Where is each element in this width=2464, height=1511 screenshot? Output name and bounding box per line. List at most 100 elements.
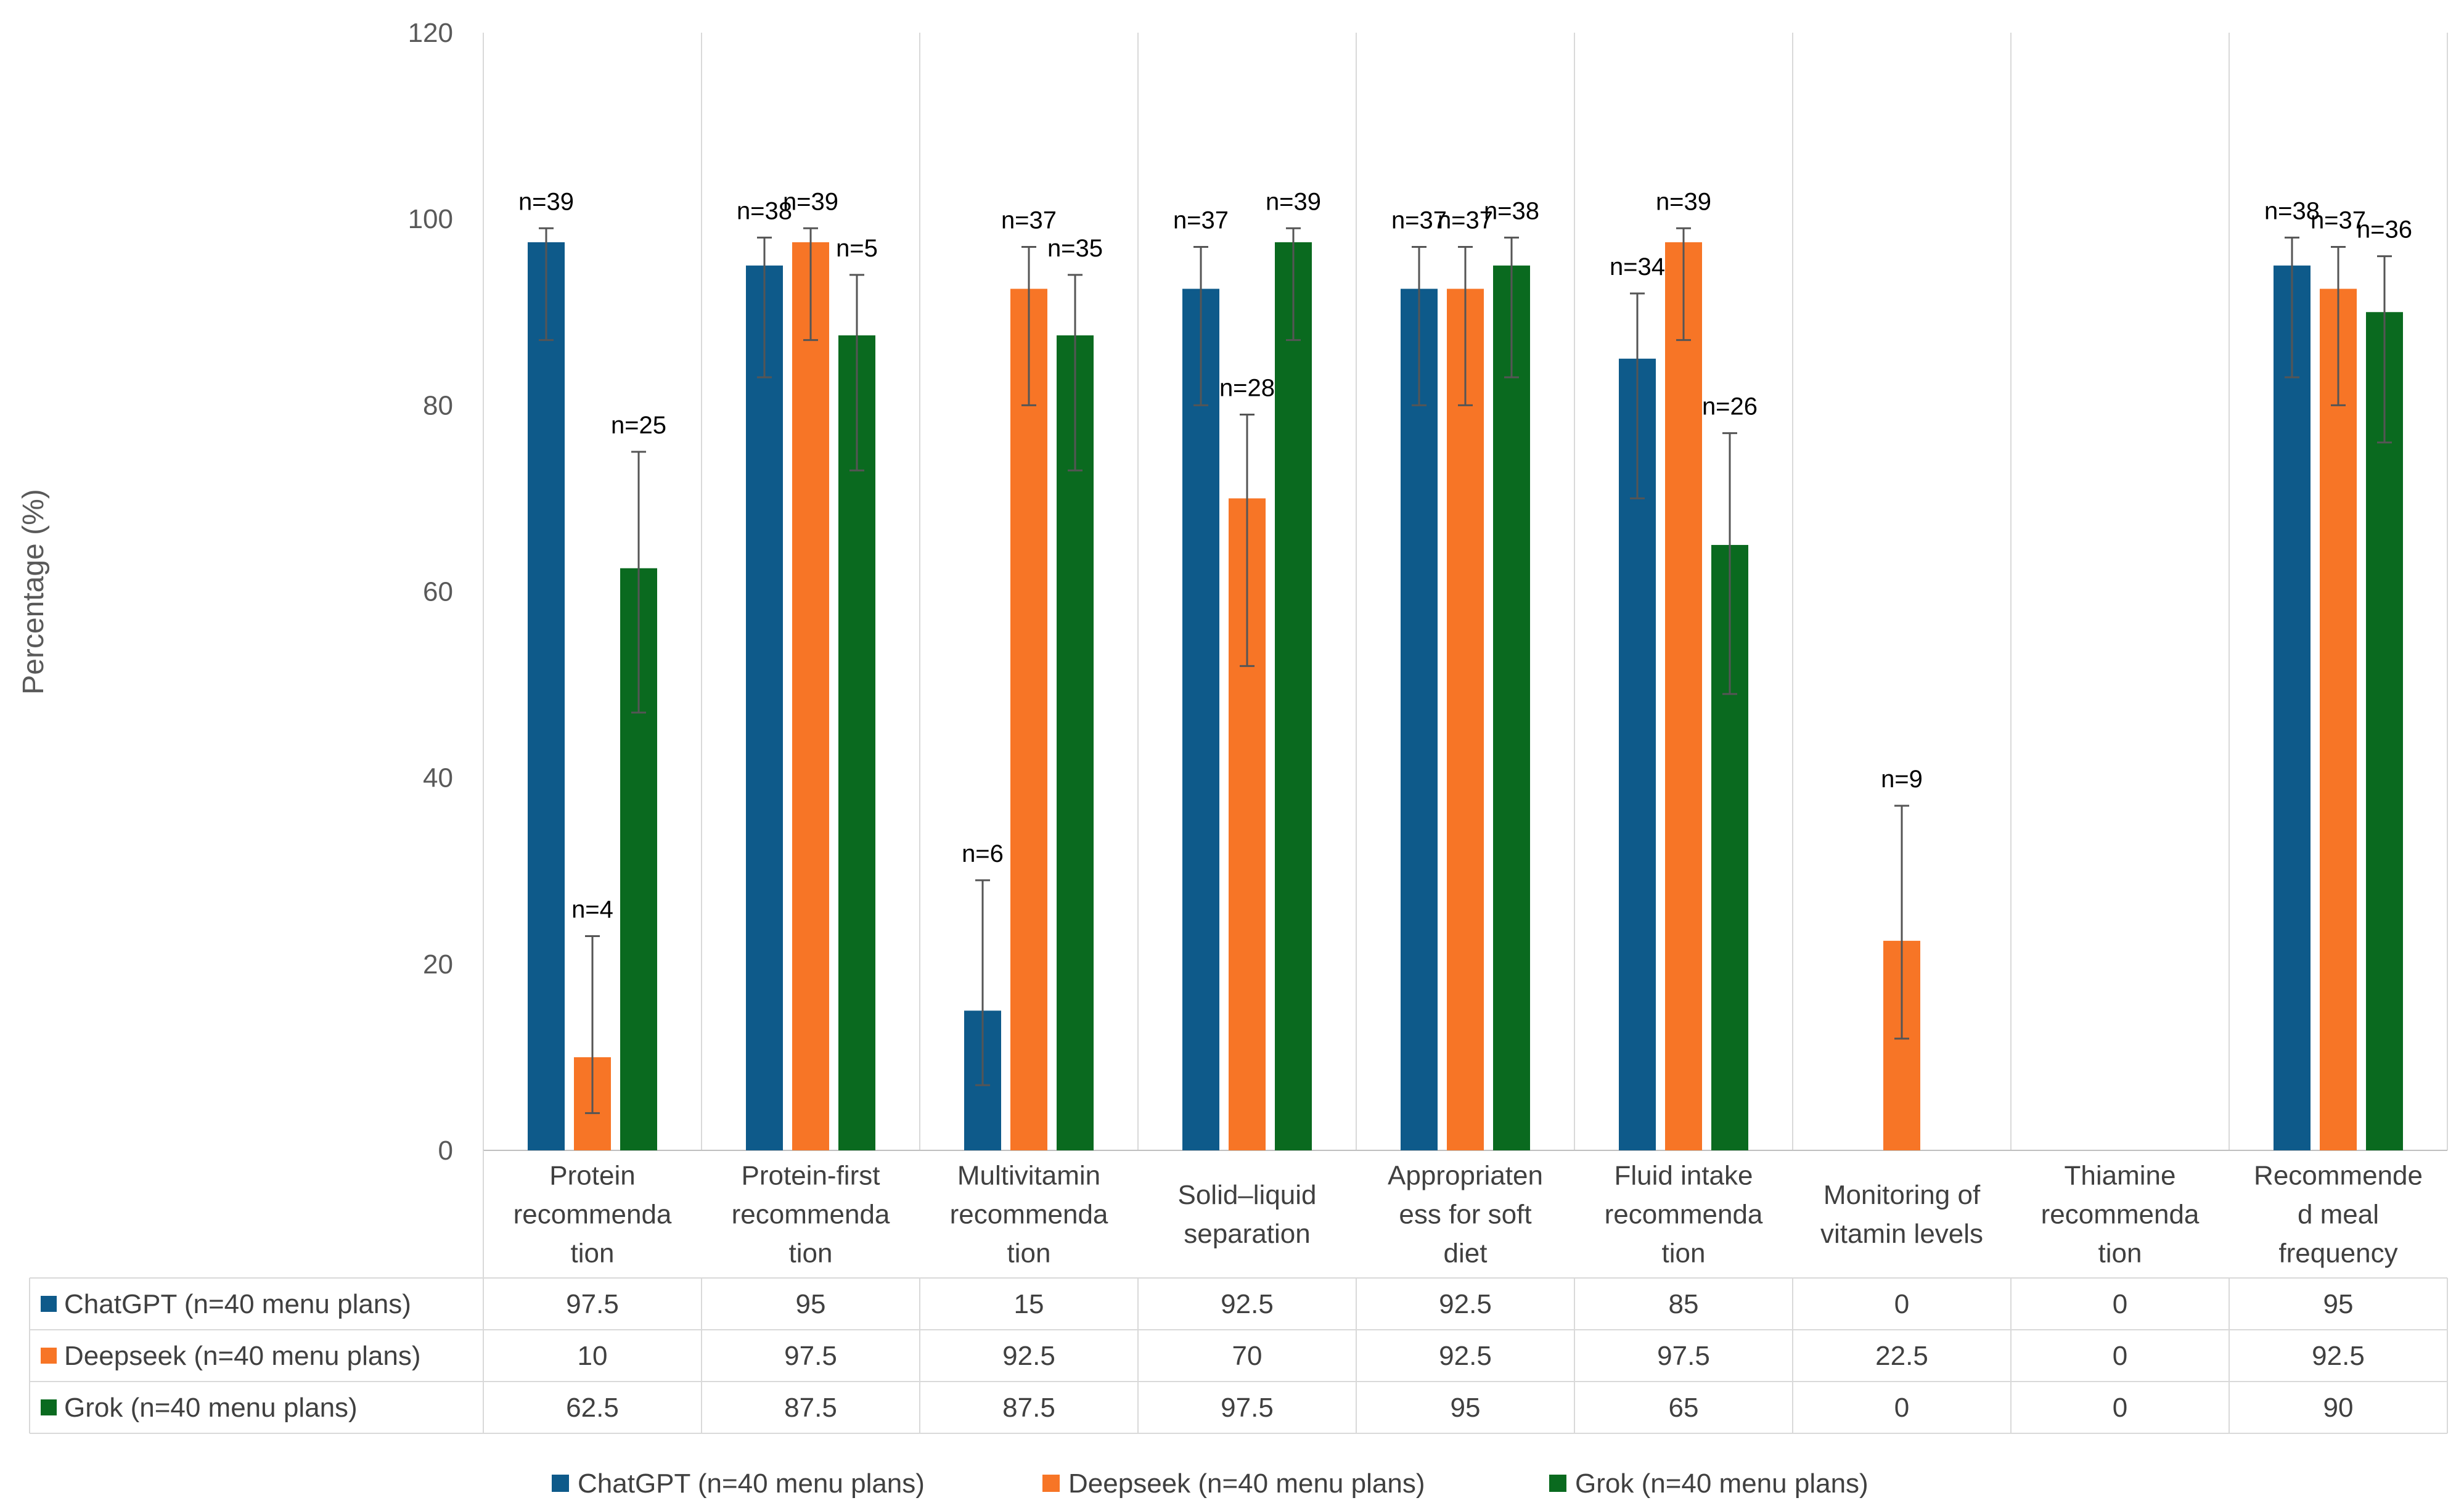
bar [2320, 289, 2357, 1151]
category-label-line: tion [2098, 1239, 2142, 1269]
category-label: Fluid intake recommenda tion [1605, 1161, 1763, 1269]
category-label-line: Fluid intake [1614, 1161, 1753, 1191]
category-label-line: Solid–liquid [1177, 1180, 1316, 1210]
n-label: n=38 [1484, 197, 1539, 224]
category-label: Monitoring of vitamin levels [1820, 1180, 1983, 1249]
category-label: Recommende d meal frequency [2254, 1161, 2423, 1269]
n-label: n=37 [1438, 207, 1493, 234]
n-label: n=39 [1656, 188, 1711, 215]
category-label: Appropriaten ess for soft diet [1388, 1161, 1543, 1269]
category-label: Solid–liquid separation [1177, 1180, 1316, 1249]
category-label-line: tion [1007, 1239, 1051, 1269]
category-label-line: tion [1662, 1239, 1706, 1269]
legend-item: Deepseek (n=40 menu plans) [1068, 1468, 1425, 1499]
y-tick-label: 40 [423, 763, 453, 793]
bar [1010, 289, 1047, 1151]
category-label-line: d meal [2298, 1200, 2379, 1230]
bar [1401, 289, 1438, 1151]
table-legend-key [41, 1348, 57, 1364]
y-axis-label: Percentage (%) [17, 489, 50, 695]
bar [1447, 289, 1484, 1151]
legend: ChatGPT (n=40 menu plans) Deepseek (n=40 … [552, 1468, 1868, 1499]
table-cell: 15 [1014, 1289, 1044, 1319]
table-legend-key [41, 1399, 57, 1415]
table-cell: 0 [1894, 1289, 1909, 1319]
bar [2274, 265, 2311, 1150]
y-tick-label: 60 [423, 577, 453, 607]
y-tick-label: 20 [423, 949, 453, 980]
n-label: n=38 [2264, 197, 2320, 224]
category-label: Multivitamin recommenda tion [950, 1161, 1108, 1269]
table-cell: 92.5 [1439, 1289, 1492, 1319]
category-label-line: Multivitamin [957, 1161, 1100, 1191]
category-label-line: tion [571, 1239, 615, 1269]
table-row-label: Grok (n=40 menu plans) [64, 1393, 358, 1423]
table-row-label: Deepseek (n=40 menu plans) [64, 1341, 420, 1371]
table-cell: 97.5 [784, 1341, 837, 1371]
n-label: n=39 [783, 188, 838, 215]
table-cell: 87.5 [784, 1393, 837, 1423]
y-tick-label: 80 [423, 390, 453, 420]
n-label: n=34 [1610, 253, 1665, 280]
table-cell: 10 [578, 1341, 608, 1371]
category-label: Thiamine recommenda tion [2041, 1161, 2200, 1269]
y-tick-label: 0 [438, 1136, 453, 1166]
category-label: Protein-first recommenda tion [732, 1161, 890, 1269]
category-labels: Protein recommenda tion Protein-first recomm… [514, 1161, 2423, 1269]
n-label: n=39 [1266, 188, 1321, 215]
data-table: ChatGPT (n=40 menu plans) 97.5 95 15 92.5 92.… [29, 1150, 2448, 1434]
category-label-line: diet [1444, 1239, 1488, 1269]
bar [2366, 312, 2403, 1150]
category-label-line: tion [789, 1239, 833, 1269]
table-row-label: ChatGPT (n=40 menu plans) [64, 1289, 411, 1319]
legend-swatch [552, 1475, 569, 1492]
table-cell: 92.5 [1002, 1341, 1055, 1371]
table-cell: 97.5 [1221, 1393, 1274, 1423]
category-label-line: Monitoring of [1823, 1180, 1981, 1210]
n-label: n=38 [737, 197, 792, 224]
n-label: n=28 [1219, 374, 1275, 401]
category-label: Protein recommenda tion [514, 1161, 672, 1269]
category-label-line: recommenda [2041, 1200, 2200, 1230]
n-labels: n=39 n=38n=6n=37 n=37n=34n=38n=4n=39n=37n=… [518, 188, 2412, 923]
n-label: n=36 [2357, 216, 2412, 244]
n-label: n=6 [962, 840, 1004, 867]
table-cell: 22.5 [1875, 1341, 1928, 1371]
n-label: n=5 [836, 235, 878, 262]
category-label-line: ess for soft [1399, 1200, 1531, 1230]
category-label-line: vitamin levels [1820, 1219, 1983, 1249]
table-cell: 95 [796, 1289, 826, 1319]
bar [1665, 242, 1702, 1150]
category-label-line: separation [1184, 1219, 1310, 1249]
bar [792, 242, 829, 1150]
error-bars [539, 227, 2392, 1115]
category-label-line: frequency [2278, 1239, 2397, 1269]
table-cell: 92.5 [1439, 1341, 1492, 1371]
category-label-line: Recommende [2254, 1161, 2423, 1191]
table-cell: 85 [1669, 1289, 1699, 1319]
table-cell: 65 [1669, 1393, 1699, 1423]
table-cell: 95 [2323, 1289, 2354, 1319]
table-cell: 0 [2113, 1393, 2127, 1423]
legend-swatch [1549, 1475, 1566, 1492]
bar [1493, 265, 1530, 1150]
n-label: n=9 [1881, 766, 1923, 793]
table-cell: 95 [1451, 1393, 1481, 1423]
y-tick-label: 100 [408, 204, 453, 234]
legend-swatch [1042, 1475, 1060, 1492]
bar [528, 242, 565, 1150]
category-label-line: recommenda [950, 1200, 1108, 1230]
bar [1275, 242, 1312, 1150]
n-label: n=37 [1001, 207, 1057, 234]
bar [746, 265, 783, 1150]
n-label: n=37 [2311, 207, 2366, 234]
category-label-line: Thiamine [2065, 1161, 2176, 1191]
table-cell: 92.5 [1221, 1289, 1274, 1319]
n-label: n=37 [1391, 207, 1447, 234]
bar [1182, 289, 1219, 1151]
legend-item: Grok (n=40 menu plans) [1575, 1468, 1868, 1499]
category-label-line: Protein [549, 1161, 635, 1191]
table-cell: 97.5 [566, 1289, 619, 1319]
